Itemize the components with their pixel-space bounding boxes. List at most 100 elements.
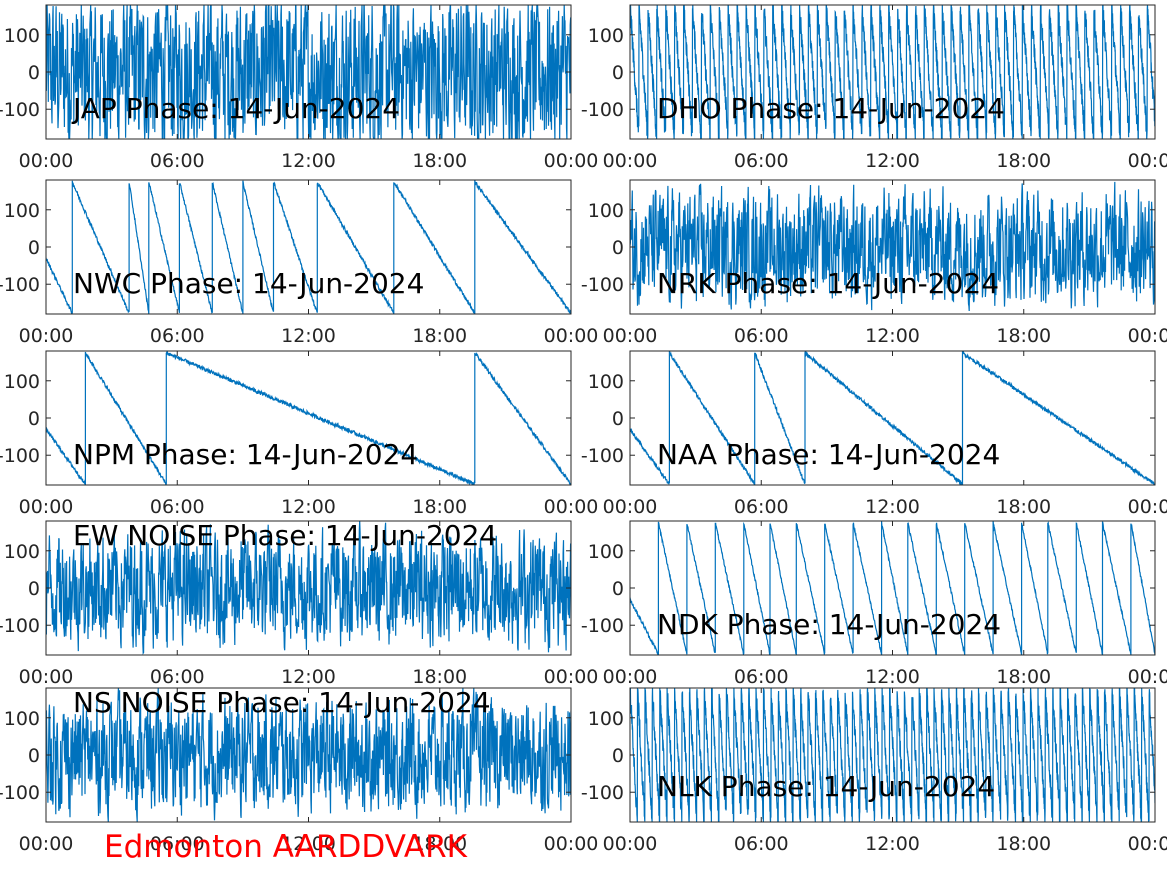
x-tick-label: 00:00	[19, 150, 74, 172]
x-tick-label: 00:00	[603, 325, 658, 347]
phase-series-line	[46, 688, 571, 822]
x-tick-label: 00:00	[603, 833, 658, 855]
x-tick-label: 18:00	[996, 833, 1051, 855]
y-tick-label: 100	[4, 541, 40, 563]
y-tick-label: 0	[612, 408, 624, 430]
phase-series-line	[630, 521, 1155, 655]
y-tick-label: -100	[0, 782, 40, 804]
y-tick-label: -100	[581, 782, 624, 804]
x-tick-label: 06:00	[734, 150, 789, 172]
x-tick-label: 00:00	[19, 666, 74, 688]
x-tick-label: 00:00	[603, 496, 658, 518]
y-tick-label: 100	[588, 541, 624, 563]
x-tick-label: 06:00	[734, 833, 789, 855]
x-tick-label: 06:00	[150, 833, 205, 855]
phase-series-line	[630, 351, 1155, 485]
x-tick-label: 06:00	[734, 325, 789, 347]
y-tick-label: 100	[588, 25, 624, 47]
x-tick-label: 18:00	[412, 666, 467, 688]
phase-panel: 100 0 -100 00:00 06:00 12:00 18:00 00:00 NAA Pha…	[581, 350, 1167, 518]
x-tick-label: 06:00	[150, 496, 205, 518]
y-tick-label: 100	[588, 200, 624, 222]
phase-series-line	[46, 5, 571, 139]
x-tick-label: 12:00	[865, 150, 920, 172]
y-tick-label: 0	[28, 408, 40, 430]
y-tick-label: -100	[0, 274, 40, 296]
x-tick-label: 00:00	[544, 833, 599, 855]
x-tick-label: 00:00	[19, 833, 74, 855]
x-tick-label: 00:00	[1128, 496, 1167, 518]
phase-panel: 100 0 -100 00:00 06:00 12:00 18:00 00:00 NRK Pha…	[581, 179, 1167, 347]
y-tick-label: -100	[581, 99, 624, 121]
y-tick-label: 0	[612, 578, 624, 600]
phase-series-line	[630, 688, 1155, 822]
x-tick-label: 12:00	[281, 666, 336, 688]
x-tick-label: 18:00	[996, 666, 1051, 688]
x-tick-label: 12:00	[281, 325, 336, 347]
x-tick-label: 06:00	[734, 496, 789, 518]
x-tick-label: 00:00	[1128, 666, 1167, 688]
y-tick-label: 0	[28, 578, 40, 600]
x-tick-label: 12:00	[281, 833, 336, 855]
phase-series-line	[630, 181, 1155, 312]
station-label: Edmonton AARDDVARK	[104, 829, 468, 865]
x-tick-label: 06:00	[150, 666, 205, 688]
phase-panel: 100 0 -100 00:00 06:00 12:00 18:00 00:00 NS NOIS…	[0, 686, 598, 855]
phase-series-line	[46, 180, 571, 314]
y-tick-label: 0	[28, 237, 40, 259]
y-tick-label: 0	[28, 745, 40, 767]
x-tick-label: 12:00	[865, 496, 920, 518]
phase-panel: 100 0 -100 00:00 06:00 12:00 18:00 00:00 NDK Pha…	[581, 520, 1167, 688]
y-tick-label: 100	[4, 708, 40, 730]
x-tick-label: 00:00	[544, 325, 599, 347]
x-tick-label: 18:00	[412, 150, 467, 172]
y-tick-label: -100	[581, 615, 624, 637]
x-tick-label: 18:00	[996, 150, 1051, 172]
panel-title: NRK Phase: 14-Jun-2024	[657, 267, 999, 300]
x-tick-label: 00:00	[1128, 150, 1167, 172]
y-tick-label: -100	[581, 274, 624, 296]
x-tick-label: 00:00	[603, 666, 658, 688]
x-tick-label: 00:00	[544, 496, 599, 518]
y-tick-label: 100	[4, 200, 40, 222]
phase-panel: 100 0 -100 00:00 06:00 12:00 18:00 00:00 EW NOIS…	[0, 519, 598, 688]
x-tick-label: 18:00	[996, 496, 1051, 518]
panel-title: JAP Phase: 14-Jun-2024	[71, 92, 400, 125]
y-tick-label: 100	[588, 371, 624, 393]
y-tick-label: 0	[612, 237, 624, 259]
phase-panel: 100 0 -100 00:00 06:00 12:00 18:00 00:00 JAP Pha…	[0, 4, 598, 172]
panel-title: EW NOISE Phase: 14-Jun-2024	[73, 519, 497, 552]
panel-title: NPM Phase: 14-Jun-2024	[73, 438, 418, 471]
x-tick-label: 12:00	[865, 325, 920, 347]
y-tick-label: -100	[581, 445, 624, 467]
y-tick-label: 100	[4, 25, 40, 47]
y-tick-label: -100	[0, 445, 40, 467]
phase-panel: 100 0 -100 00:00 06:00 12:00 18:00 00:00 NPM Pha…	[0, 350, 599, 518]
panel-title: NDK Phase: 14-Jun-2024	[657, 608, 1001, 641]
phase-panel: 100 0 -100 00:00 06:00 12:00 18:00 00:00 NLK Pha…	[581, 687, 1167, 855]
x-tick-label: 12:00	[281, 150, 336, 172]
x-tick-label: 00:00	[1128, 833, 1167, 855]
y-tick-label: -100	[0, 99, 40, 121]
panel-title: NS NOISE Phase: 14-Jun-2024	[73, 686, 491, 719]
y-tick-label: 100	[4, 371, 40, 393]
x-tick-label: 12:00	[865, 833, 920, 855]
panel-title: NLK Phase: 14-Jun-2024	[657, 770, 995, 803]
x-tick-label: 06:00	[734, 666, 789, 688]
phase-series-line	[46, 521, 571, 655]
x-tick-label: 12:00	[281, 496, 336, 518]
x-tick-label: 00:00	[603, 150, 658, 172]
panel-title: NAA Phase: 14-Jun-2024	[657, 438, 1000, 471]
x-tick-label: 12:00	[865, 666, 920, 688]
phase-series-line	[46, 351, 571, 485]
y-tick-label: -100	[0, 615, 40, 637]
phase-series-line	[630, 5, 1155, 139]
phase-panel: 100 0 -100 00:00 06:00 12:00 18:00 00:00 DHO Pha…	[581, 4, 1167, 172]
panel-title: DHO Phase: 14-Jun-2024	[657, 92, 1005, 125]
x-tick-label: 18:00	[412, 496, 467, 518]
y-tick-label: 100	[588, 708, 624, 730]
panel-title: NWC Phase: 14-Jun-2024	[73, 267, 424, 300]
x-tick-label: 00:00	[19, 325, 74, 347]
x-tick-label: 06:00	[150, 150, 205, 172]
